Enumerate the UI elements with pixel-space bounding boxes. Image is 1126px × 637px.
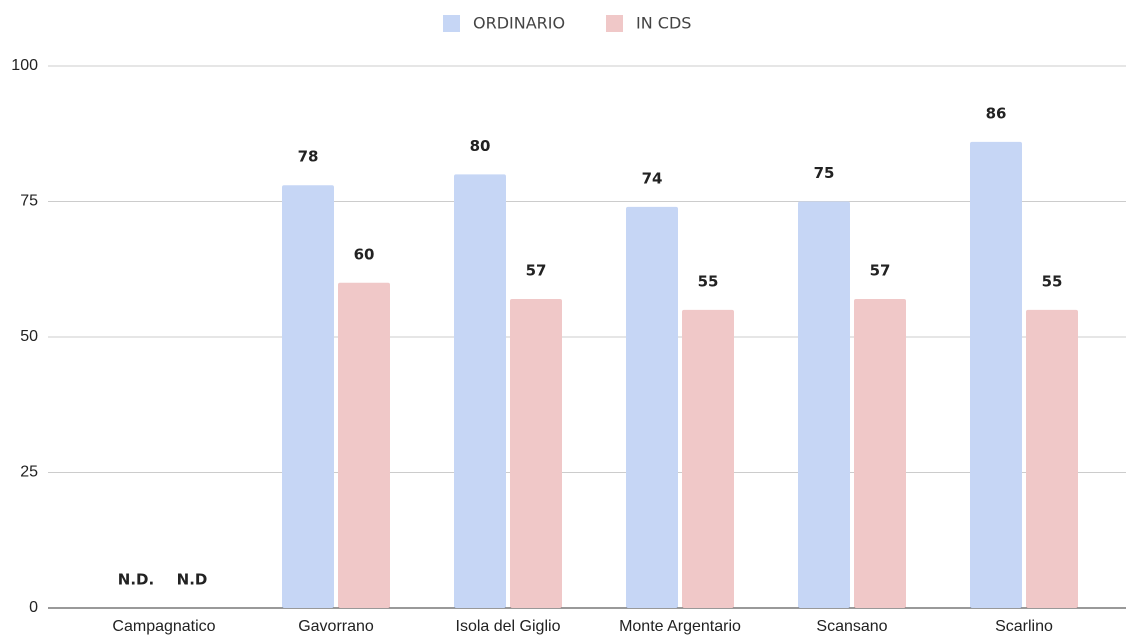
legend-swatch — [606, 15, 623, 32]
data-label: 75 — [814, 164, 835, 182]
data-label: 60 — [354, 245, 375, 263]
x-tick-label: Scansano — [816, 618, 887, 635]
data-label: 57 — [870, 262, 891, 280]
y-tick-label: 100 — [11, 57, 38, 74]
data-label: 86 — [986, 104, 1007, 122]
bar — [682, 309, 734, 608]
legend-swatch — [443, 15, 460, 32]
data-label: N.D. — [118, 571, 154, 589]
bar — [510, 299, 562, 608]
legend-label: ORDINARIO — [473, 14, 565, 33]
bar — [454, 174, 506, 608]
bar — [338, 282, 390, 608]
x-tick-label: Gavorrano — [298, 618, 374, 635]
bar — [282, 185, 334, 609]
y-tick-label: 75 — [20, 193, 38, 210]
data-label: 57 — [526, 262, 547, 280]
bar — [854, 299, 906, 608]
data-label: 80 — [470, 137, 491, 155]
bar — [1026, 309, 1078, 608]
legend-label: IN CDS — [636, 14, 691, 33]
data-label: N.D — [177, 571, 208, 589]
y-tick-label: 25 — [20, 464, 38, 481]
bar — [798, 201, 850, 608]
x-tick-label: Monte Argentario — [619, 618, 741, 635]
data-label: 78 — [298, 148, 319, 166]
bar — [626, 206, 678, 609]
data-label: 74 — [642, 169, 663, 187]
x-tick-label: Isola del Giglio — [456, 618, 561, 635]
data-label: 55 — [698, 272, 719, 290]
y-tick-label: 0 — [29, 599, 38, 616]
x-tick-label: Campagnatico — [112, 618, 215, 635]
y-tick-label: 50 — [20, 328, 38, 345]
bar — [970, 141, 1022, 608]
x-tick-label: Scarlino — [995, 618, 1053, 635]
data-label: 55 — [1042, 272, 1063, 290]
